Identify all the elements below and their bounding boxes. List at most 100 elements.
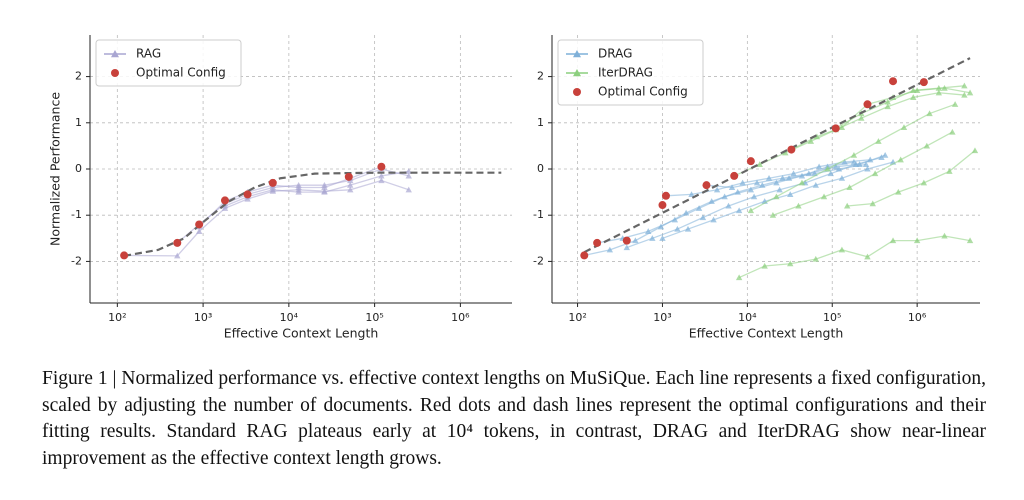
point [935, 89, 943, 96]
y-tick-label: -1 [533, 208, 544, 221]
x-tick-label: 10⁶ [908, 311, 927, 324]
point [812, 181, 819, 188]
point [405, 168, 412, 174]
point [699, 214, 707, 221]
legend-marker [111, 69, 119, 77]
point [580, 251, 589, 260]
point [946, 168, 953, 174]
legend-marker [111, 50, 119, 58]
point [378, 177, 385, 184]
point [735, 207, 743, 214]
point [347, 186, 354, 193]
point [807, 138, 815, 144]
legend-label: DRAG [598, 47, 632, 61]
point [243, 190, 252, 199]
point [735, 274, 743, 281]
x-tick-label: 10⁶ [451, 311, 470, 324]
point [820, 193, 828, 200]
point [900, 124, 908, 130]
point [268, 178, 277, 187]
y-axis-label: Normalized Performance [48, 92, 63, 246]
point [863, 100, 872, 109]
point [841, 158, 848, 165]
point [173, 238, 182, 247]
point [347, 181, 354, 188]
point [593, 238, 602, 247]
y-tick-label: 2 [75, 70, 82, 83]
series-line [224, 170, 409, 207]
point [405, 186, 412, 193]
point [658, 201, 667, 210]
point [321, 184, 328, 191]
point [674, 225, 681, 232]
point [622, 236, 631, 245]
point [659, 235, 666, 241]
point [838, 124, 846, 130]
point [843, 202, 851, 209]
point [966, 89, 974, 96]
y-tick-label: 2 [537, 70, 544, 83]
x-axis-label: Effective Context Length [689, 326, 844, 341]
y-tick-label: 1 [537, 116, 544, 129]
point [864, 253, 871, 260]
point [632, 237, 639, 244]
point [295, 184, 302, 191]
point [910, 87, 917, 94]
point [773, 193, 780, 200]
point [831, 124, 840, 133]
point [747, 186, 755, 193]
point [765, 175, 773, 181]
legend-label: IterDRAG [598, 66, 653, 80]
point [220, 196, 229, 205]
point [684, 225, 692, 232]
y-tick-label: -2 [533, 254, 544, 267]
point [832, 163, 839, 170]
point [951, 101, 959, 107]
point [195, 220, 204, 229]
x-tick-label: 10⁵ [823, 311, 841, 324]
point [871, 170, 879, 177]
x-tick-label: 10⁵ [365, 311, 383, 324]
point [405, 172, 412, 179]
point [881, 151, 889, 158]
point [295, 188, 302, 195]
legend-label: Optimal Config [598, 85, 688, 99]
legend-marker [573, 88, 581, 96]
point [695, 205, 703, 211]
point [321, 188, 328, 195]
point [702, 181, 711, 190]
x-tick-label: 10³ [653, 311, 671, 324]
point [747, 207, 755, 214]
point [850, 151, 858, 158]
point [753, 179, 761, 186]
point [884, 98, 891, 105]
caption: Figure 1 | Normalized performance vs. ef… [42, 368, 986, 469]
legend-label: Optimal Config [136, 66, 226, 80]
y-tick-label: -1 [71, 208, 82, 221]
point [864, 165, 871, 172]
point [645, 228, 652, 234]
legend-box [557, 39, 704, 106]
y-tick-label: 0 [537, 162, 544, 175]
point [710, 216, 717, 223]
point [935, 84, 943, 91]
point [798, 179, 806, 186]
y-tick-label: 1 [75, 116, 82, 129]
point [824, 165, 831, 172]
point [671, 216, 679, 223]
point [910, 94, 917, 100]
point [805, 170, 813, 177]
point [889, 77, 898, 86]
legend-label: RAG [136, 47, 161, 61]
point [174, 252, 181, 259]
point [787, 191, 794, 197]
point [776, 186, 783, 193]
point [195, 228, 203, 234]
point [730, 171, 739, 180]
point [761, 262, 768, 269]
point [787, 145, 796, 154]
point [919, 78, 928, 87]
point [923, 142, 931, 149]
point [869, 200, 876, 207]
